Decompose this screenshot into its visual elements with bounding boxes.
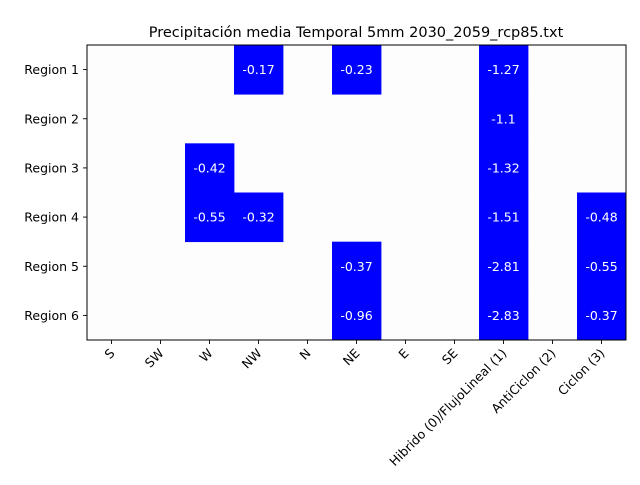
y-tick-label: Region 6 (24, 308, 79, 323)
y-tick-label: Region 5 (24, 259, 79, 274)
heatmap-cell (479, 45, 529, 95)
chart-title: Precipitación media Temporal 5mm 2030_20… (149, 25, 564, 41)
heatmap-cell (185, 143, 235, 193)
cell-value-label: -0.17 (242, 62, 274, 77)
cell-value-label: -0.48 (585, 210, 617, 225)
cell-value-label: -1.51 (487, 210, 519, 225)
cell-value-label: -2.81 (487, 259, 519, 274)
heatmap-cell (479, 143, 529, 193)
heatmap-cell (479, 94, 529, 144)
cell-value-label: -0.55 (585, 259, 617, 274)
y-tick-label: Region 3 (24, 160, 79, 175)
cell-value-label: -0.42 (193, 160, 225, 175)
heatmap-cell (332, 45, 382, 95)
heatmap-cell (185, 192, 235, 243)
cell-value-label: -0.37 (340, 259, 372, 274)
heatmap-cell (332, 241, 382, 292)
heatmap-cell (577, 192, 627, 243)
heatmap-cell (234, 45, 284, 95)
cell-value-label: -1.32 (487, 160, 519, 175)
heatmap-cell (577, 290, 627, 341)
heatmap-cell (479, 241, 529, 292)
cell-value-label: -1.1 (491, 111, 515, 126)
cell-value-label: -0.23 (340, 62, 372, 77)
cell-value-label: -2.83 (487, 308, 519, 323)
heatmap-cell (234, 192, 284, 243)
heatmap-cell (479, 192, 529, 243)
cell-value-label: -1.27 (487, 62, 519, 77)
cell-value-label: -0.96 (340, 308, 372, 323)
y-tick-label: Region 4 (24, 210, 79, 225)
heatmap-cell (577, 241, 627, 292)
y-tick-label: Region 2 (24, 111, 79, 126)
heatmap-cell (332, 290, 382, 341)
cell-value-label: -0.32 (242, 210, 274, 225)
y-tick-label: Region 1 (24, 62, 79, 77)
heatmap-cell (479, 290, 529, 341)
cell-value-label: -0.55 (193, 210, 225, 225)
cell-value-label: -0.37 (585, 308, 617, 323)
